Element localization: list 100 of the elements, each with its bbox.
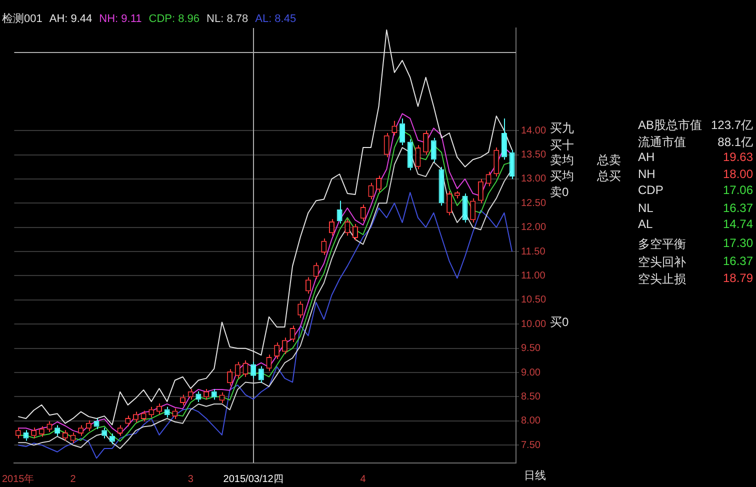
y-tick-label: 11.50	[520, 246, 546, 258]
candlestick	[196, 390, 202, 403]
y-tick-label: 12.50	[520, 198, 546, 209]
y-tick-label: 14.00	[520, 125, 546, 136]
y-tick-label: 10.50	[520, 294, 546, 306]
candlestick	[321, 238, 327, 256]
candlestick	[242, 360, 248, 378]
candlestick	[102, 427, 108, 439]
x-tick-label: 2015/03/12四	[223, 474, 284, 485]
text: NL	[638, 201, 654, 215]
y-tick-label: 10.00	[520, 318, 546, 330]
text: 买0	[550, 314, 569, 331]
candlestick	[250, 361, 256, 379]
candlestick	[470, 198, 476, 224]
y-tick-label: 8.50	[520, 391, 541, 402]
text: 流通市值	[638, 134, 686, 151]
text: CDP: 8.96	[148, 13, 200, 25]
text: 16.37	[722, 254, 753, 268]
candlestick	[407, 138, 413, 171]
candlestick	[376, 175, 382, 193]
text: 日线	[524, 469, 546, 483]
y-tick-label: 9.50	[520, 343, 541, 354]
text: 总买	[597, 168, 621, 185]
text: AL	[638, 217, 653, 231]
x-tick-label: 4	[360, 474, 366, 485]
text: 88.1亿	[718, 134, 753, 151]
candlestick	[415, 144, 421, 170]
candlestick	[336, 200, 342, 224]
y-tick-label: 11.00	[520, 270, 546, 282]
text: 18.79	[722, 271, 753, 285]
candlestick	[462, 192, 468, 224]
y-tick-label: 9.00	[520, 367, 541, 378]
candlestick	[227, 368, 233, 386]
candlestick	[438, 166, 444, 206]
text: 卖均	[550, 152, 574, 169]
candlestick	[360, 204, 366, 222]
candlestick	[344, 218, 350, 236]
text: 16.37	[722, 201, 753, 215]
candlestick	[486, 171, 492, 187]
candlestick	[266, 354, 272, 372]
text: 19.63	[722, 150, 753, 164]
candlestick	[46, 420, 52, 433]
text: AL: 8.45	[255, 13, 296, 25]
candlestick	[298, 300, 304, 318]
candlestick	[494, 147, 500, 178]
x-tick-label: 2	[70, 474, 76, 485]
text: 卖0	[550, 184, 569, 201]
candlestick	[290, 325, 296, 343]
candlestick	[109, 432, 115, 445]
text: 17.30	[722, 236, 753, 250]
candlestick	[501, 118, 507, 160]
chart-title: 检测001	[2, 13, 42, 25]
text: 17.06	[722, 183, 753, 197]
candlestick	[23, 430, 29, 442]
candlestick	[305, 276, 311, 294]
y-tick-label: 12.00	[520, 222, 546, 234]
candlestick	[478, 178, 484, 204]
text: CDP	[638, 183, 664, 197]
candlestick	[274, 342, 280, 360]
text: 买均	[550, 168, 574, 185]
candlestick	[430, 137, 436, 163]
text: 空头止损	[638, 271, 686, 288]
candlestick	[211, 388, 217, 400]
candlestick	[258, 366, 264, 384]
candlestick	[219, 392, 225, 404]
candlestick	[188, 388, 194, 400]
text: 空头回补	[638, 254, 686, 271]
text: NL: 8.78	[206, 13, 248, 25]
candlestick	[454, 190, 460, 199]
candlestick	[446, 190, 452, 216]
candlestick	[164, 406, 170, 418]
candlestick	[282, 337, 288, 355]
candlestick	[313, 262, 319, 280]
candlestick	[423, 130, 429, 156]
text: AH	[638, 150, 655, 164]
candlestick	[234, 361, 240, 379]
y-tick-label: 7.50	[520, 440, 541, 451]
y-tick-label: 8.00	[520, 416, 541, 427]
text: 总卖	[597, 152, 621, 169]
candlestick	[509, 149, 515, 180]
text: NH	[638, 167, 656, 181]
candlestick	[352, 223, 358, 241]
candlestick	[368, 182, 374, 200]
x-tick-label: 2015年	[2, 472, 34, 485]
candlestick	[94, 418, 100, 430]
text: 多空平衡	[638, 236, 686, 253]
y-tick-label: 13.00	[520, 174, 546, 185]
candlestick	[328, 218, 334, 236]
text: 123.7亿	[710, 117, 753, 134]
text: NH: 9.11	[99, 13, 142, 25]
text: 买九	[550, 120, 574, 137]
candlestick	[400, 118, 406, 146]
text: 18.00	[722, 167, 753, 181]
text: AH: 9.44	[49, 13, 92, 25]
x-tick-label: 3	[188, 474, 194, 485]
text: 买十	[550, 137, 574, 154]
candlestick	[384, 132, 390, 158]
text: AB股总市值	[638, 117, 702, 134]
text: 14.74	[722, 217, 753, 231]
candlestick	[148, 406, 154, 418]
